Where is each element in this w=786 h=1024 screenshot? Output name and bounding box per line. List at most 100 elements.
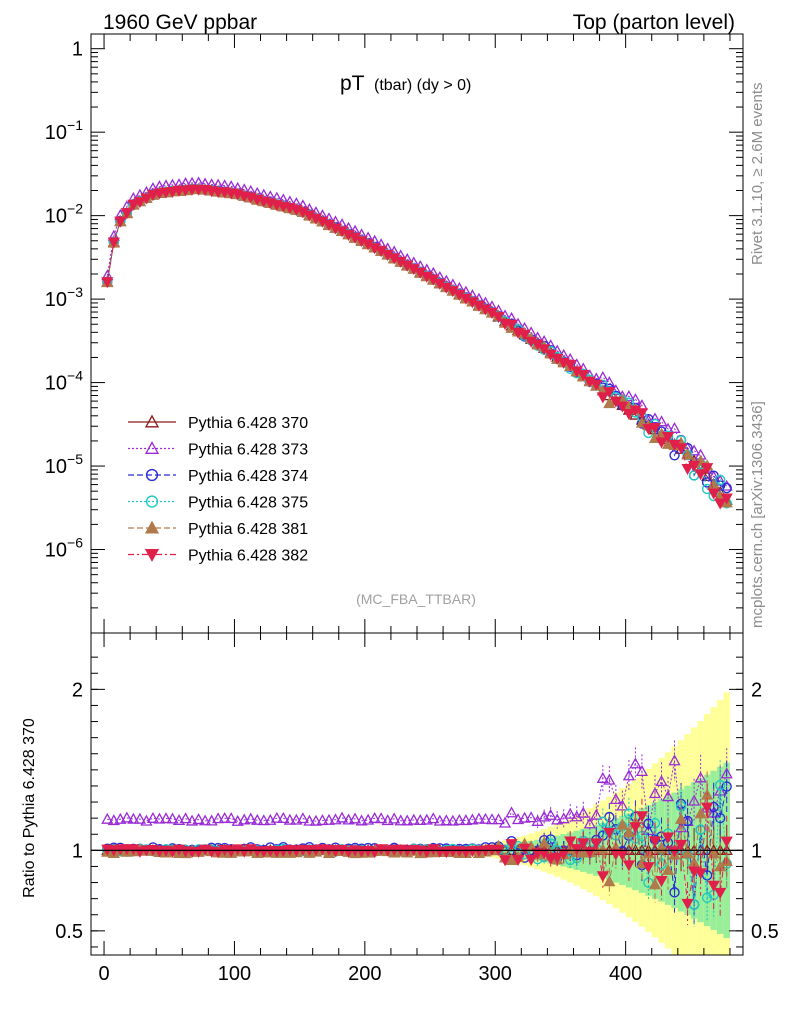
ratio-point — [714, 887, 727, 899]
ratio-tick-label: 1 — [72, 840, 83, 862]
data-point — [133, 197, 147, 209]
ratio-point — [720, 767, 733, 779]
data-point — [655, 437, 668, 449]
data-point — [120, 208, 133, 220]
data-point — [577, 369, 590, 381]
ratio-point — [427, 812, 440, 824]
ratio-point — [511, 813, 525, 825]
y-tick-label: 10−1 — [45, 117, 83, 144]
legend-label: Pythia 6.428 370 — [188, 415, 308, 432]
ratio-point — [629, 822, 642, 834]
y-tick-label: 10−6 — [45, 535, 83, 562]
data-point — [101, 277, 114, 289]
ratio-point — [538, 848, 551, 860]
ratio-point — [407, 813, 420, 825]
data-point — [661, 431, 675, 443]
ratio-point — [648, 836, 662, 848]
ratio-point — [707, 880, 720, 892]
data-point — [622, 408, 636, 420]
ratio-point — [622, 769, 636, 781]
ratio-point — [146, 811, 160, 823]
ratio-point — [596, 771, 609, 783]
ratio-point — [244, 812, 257, 824]
ratio-point — [544, 854, 557, 865]
ratio-point — [166, 812, 179, 824]
ratio-point — [674, 839, 688, 851]
plot-title-main: pT — [340, 72, 365, 95]
ratio-point — [316, 814, 329, 826]
legend-item: Pythia 6.428 375 — [128, 495, 308, 512]
ratio-point — [238, 846, 251, 858]
ratio-point — [107, 814, 120, 826]
ratio-point — [225, 846, 238, 858]
data-point — [681, 464, 694, 475]
ratio-point — [609, 793, 622, 805]
ratio-point — [459, 814, 473, 826]
ratio-point — [414, 814, 427, 826]
ratio-point — [466, 813, 479, 825]
legend-label: Pythia 6.428 381 — [188, 521, 308, 538]
ratio-point — [714, 812, 726, 824]
legend-label: Pythia 6.428 382 — [188, 548, 308, 565]
ratio-point — [648, 878, 662, 890]
ratio-point — [565, 854, 576, 866]
ratio-point — [309, 814, 323, 826]
legend-label: Pythia 6.428 374 — [188, 468, 308, 485]
ratio-point — [120, 811, 133, 823]
y-tick-label: 10−3 — [45, 284, 83, 311]
data-point — [694, 469, 707, 481]
analysis-tag: (MC_FBA_TTBAR) — [356, 591, 476, 607]
series-375 — [102, 183, 732, 509]
ratio-y-axis-label: Ratio to Pythia 6.428 370 — [21, 718, 38, 898]
data-point — [687, 460, 701, 472]
data-point — [674, 443, 688, 455]
ratio-point — [388, 812, 401, 824]
ratio-point — [603, 773, 616, 785]
data-point — [146, 190, 160, 202]
data-point — [701, 463, 714, 475]
ratio-point — [596, 843, 609, 855]
ratio-point — [701, 802, 714, 814]
ratio-tick-label-right: 1 — [751, 840, 762, 862]
ratio-point — [655, 841, 668, 853]
ratio-point — [655, 774, 668, 786]
data-point — [720, 493, 733, 505]
legend-marker — [144, 441, 160, 454]
ratio-point — [518, 843, 531, 855]
ratio-point — [505, 806, 518, 818]
data-point — [596, 392, 609, 404]
ratio-point — [694, 807, 707, 819]
ratio-point — [590, 808, 603, 820]
ratio-point — [668, 846, 681, 858]
main-frame — [90, 33, 744, 634]
ratio-point — [212, 812, 225, 824]
ratio-point — [511, 855, 525, 866]
ratio-point — [192, 813, 205, 825]
ratio-point — [198, 814, 212, 826]
ratio-point — [707, 806, 720, 818]
y-tick-label: 10−2 — [45, 201, 83, 228]
series-382 — [101, 184, 733, 510]
data-point — [648, 423, 662, 434]
data-point — [707, 488, 720, 500]
ratio-point — [674, 812, 688, 824]
legend-label: Pythia 6.428 373 — [188, 442, 308, 459]
ratio-point — [622, 826, 636, 838]
header-left: 1960 GeV ppbar — [103, 11, 257, 34]
ratio-point — [551, 852, 564, 864]
ratio-point — [251, 813, 264, 825]
x-tick-label: 100 — [218, 963, 251, 985]
ratio-point — [668, 754, 681, 766]
ratio-point — [153, 812, 166, 824]
ratio-point — [524, 854, 538, 866]
ratio-point — [283, 813, 296, 825]
ratio-point — [603, 875, 616, 887]
ratio-point — [270, 811, 283, 823]
ratio-point — [570, 844, 583, 856]
data-point — [140, 193, 153, 205]
legend-label: Pythia 6.428 375 — [188, 495, 308, 512]
ratio-point — [368, 811, 381, 823]
ratio-point — [714, 779, 726, 791]
ratio-series-382 — [101, 783, 733, 926]
ratio-point — [394, 814, 407, 826]
